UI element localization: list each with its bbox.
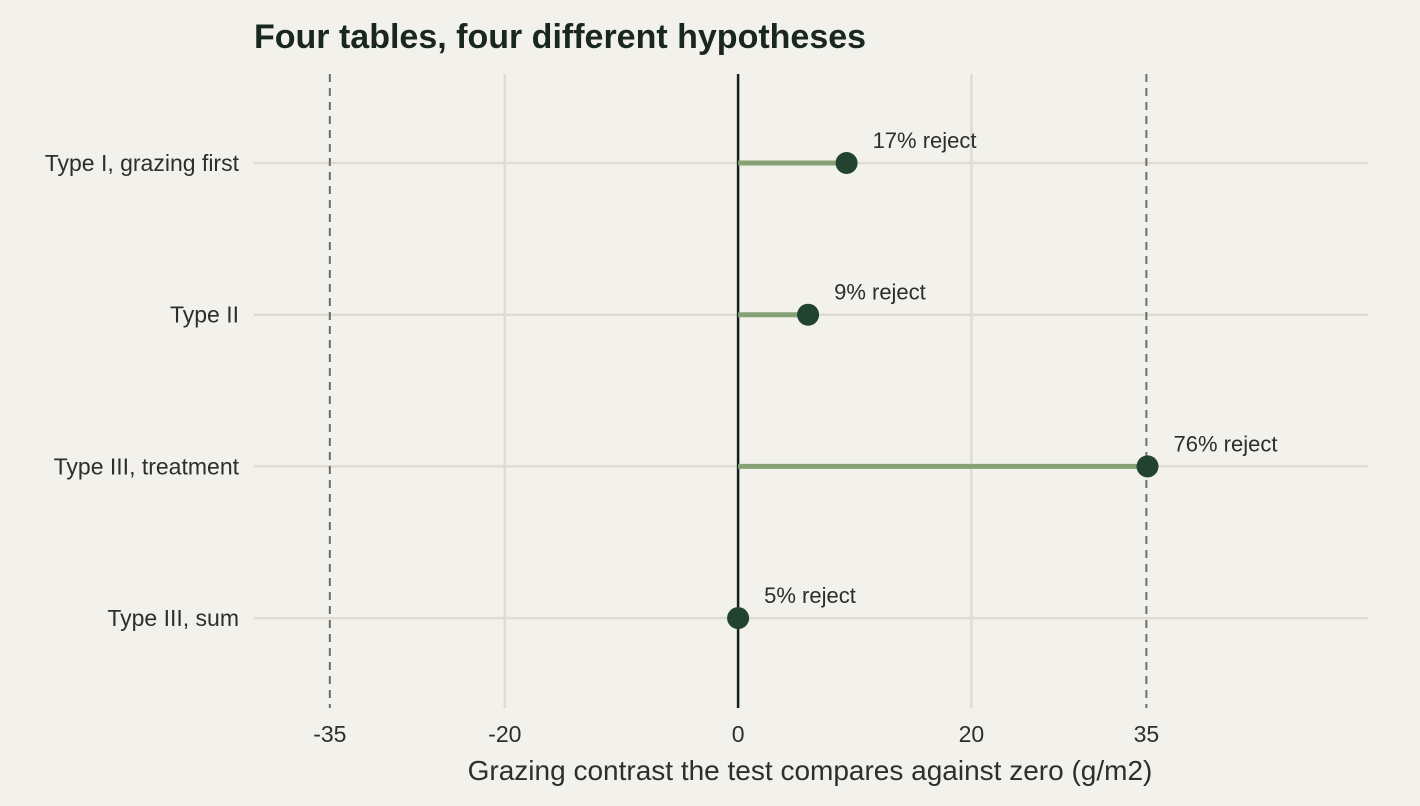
x-tick-label: -35 [313, 721, 346, 747]
category-label: Type I, grazing first [45, 150, 240, 176]
data-marks [727, 152, 1159, 630]
reference-lines [328, 74, 1148, 708]
x-axis-title: Grazing contrast the test compares again… [468, 755, 1153, 786]
category-label: Type III, treatment [54, 453, 240, 479]
labels: 17% reject 9% reject 76% reject 5% reject Ty… [45, 128, 1278, 747]
data-label: 76% reject [1174, 431, 1278, 456]
x-tick-label: 35 [1134, 721, 1160, 747]
data-label: 17% reject [873, 128, 977, 153]
grid-layer [254, 74, 1368, 708]
data-label: 9% reject [834, 280, 926, 305]
lollipop-point [797, 303, 820, 326]
category-label: Type III, sum [107, 605, 239, 631]
data-label: 5% reject [764, 583, 856, 608]
x-tick-label: -20 [488, 721, 521, 747]
x-tick-label: 20 [959, 721, 985, 747]
category-label: Type II [170, 302, 239, 328]
x-tick-label: 0 [732, 721, 745, 747]
lollipop-point [835, 152, 858, 174]
lollipop-point [1136, 455, 1159, 478]
lollipop-point [727, 607, 750, 630]
chart-title: Four tables, four different hypotheses [254, 18, 866, 56]
